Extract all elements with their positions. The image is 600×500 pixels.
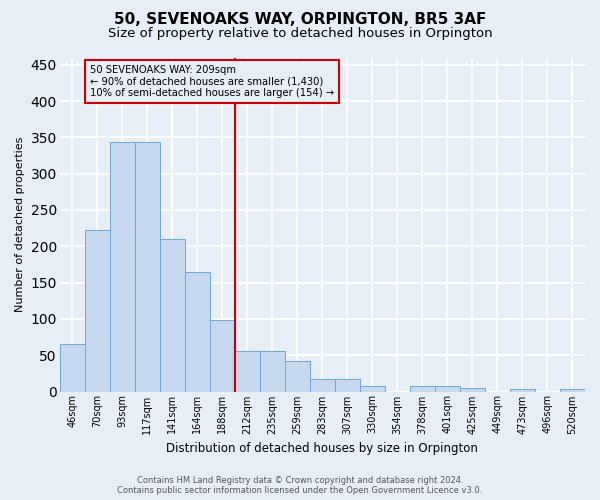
Bar [210, 320, 235, 392]
Bar [60, 344, 85, 392]
Bar [285, 361, 310, 392]
Bar [560, 388, 585, 392]
Bar [260, 351, 285, 392]
Bar [160, 239, 185, 392]
X-axis label: Distribution of detached houses by size in Orpington: Distribution of detached houses by size … [166, 442, 478, 455]
Bar [360, 386, 385, 392]
Bar [235, 351, 260, 392]
Text: Contains HM Land Registry data © Crown copyright and database right 2024.
Contai: Contains HM Land Registry data © Crown c… [118, 476, 482, 495]
Bar [310, 379, 335, 392]
Bar [435, 386, 460, 392]
Bar [110, 142, 135, 392]
Text: 50 SEVENOAKS WAY: 209sqm
← 90% of detached houses are smaller (1,430)
10% of sem: 50 SEVENOAKS WAY: 209sqm ← 90% of detach… [90, 65, 334, 98]
Bar [85, 230, 110, 392]
Text: 50, SEVENOAKS WAY, ORPINGTON, BR5 3AF: 50, SEVENOAKS WAY, ORPINGTON, BR5 3AF [114, 12, 486, 28]
Bar [410, 386, 435, 392]
Bar [510, 388, 535, 392]
Text: Size of property relative to detached houses in Orpington: Size of property relative to detached ho… [107, 28, 493, 40]
Bar [185, 272, 210, 392]
Bar [460, 388, 485, 392]
Y-axis label: Number of detached properties: Number of detached properties [15, 137, 25, 312]
Bar [335, 379, 360, 392]
Bar [135, 142, 160, 392]
